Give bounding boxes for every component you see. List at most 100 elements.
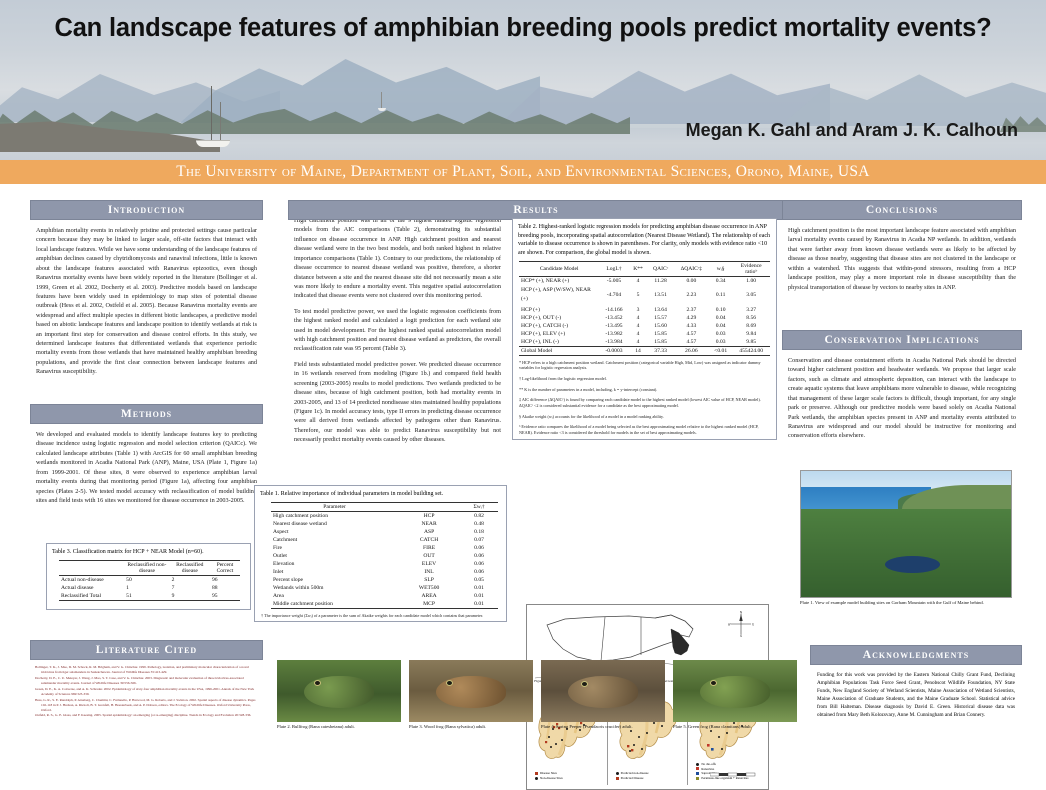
cell: HCP (+), OUT (-)	[521, 314, 562, 321]
cell: -13.495	[605, 322, 623, 329]
table-3: Reclassified non-disease Reclassified di…	[59, 559, 240, 601]
breeding-pond	[885, 556, 940, 573]
table-row: Inlet INL 0.06	[271, 568, 498, 576]
cell: 9.84	[746, 330, 757, 337]
cell: ASP	[423, 528, 435, 535]
cell: MCP	[398, 599, 461, 609]
table-1-col-0: Parameter	[271, 501, 399, 512]
svg-text:S: S	[740, 634, 743, 637]
cell: 4.29	[686, 314, 697, 321]
table-row: High catchment position HCP 0.82	[271, 511, 498, 520]
forest-canopy	[801, 509, 1011, 597]
table-row: Area AREA 0.01	[271, 592, 498, 600]
plate-5-photo	[673, 660, 797, 722]
results-paragraph-1: High catchment position was in all of th…	[294, 217, 501, 300]
conclusions-block: Conclusions High catchment position is t…	[782, 200, 1022, 296]
cell: Elevation	[273, 560, 295, 567]
table-1-panel: Table 1. Relative importance of individu…	[254, 485, 507, 623]
table-2: Candidate Model LogL† K** QAICᶜ ΔQAICᶜ‡ …	[519, 260, 770, 356]
cell: 8.69	[746, 322, 757, 329]
legend-entry: Non-disease Sites	[535, 776, 563, 781]
cell: -4.704	[606, 292, 622, 299]
cell: 95	[209, 591, 240, 601]
cell: 3.05	[746, 292, 757, 299]
cell: Fire	[273, 544, 283, 551]
cell: -14.166	[605, 306, 623, 313]
table-row: Wetlands within 500m WET500 0.01	[271, 584, 498, 592]
cell: -13.452	[605, 314, 623, 321]
scale-bar	[710, 772, 756, 777]
conservation-block: Conservation Implications Conservation a…	[782, 330, 1022, 445]
legend-swatch	[696, 772, 700, 776]
cell: HCP (+), INL (-)	[521, 338, 559, 345]
cell: 37.33	[647, 345, 674, 356]
affiliation-text: The University of Maine, Department of P…	[176, 163, 870, 180]
cell: AREA	[421, 592, 437, 599]
table-row: Fire FIRE 0.06	[271, 544, 498, 552]
cell: 0.04	[715, 314, 726, 321]
cell: 15.85	[654, 330, 667, 337]
sky	[801, 471, 1011, 489]
cell: High catchment position	[273, 512, 328, 519]
cell: 7	[171, 584, 175, 591]
cell: Nearest disease wetland	[273, 520, 327, 527]
methods-block: Methods We developed and evaluated model…	[30, 404, 263, 509]
frog-eye	[580, 681, 588, 688]
cell: 4	[636, 330, 640, 337]
cell: 0.04	[715, 322, 726, 329]
acknowledgments-body: Funding for this work was provided by th…	[817, 672, 1015, 719]
cell: 0.48	[474, 520, 484, 527]
cell: 2.37	[686, 306, 697, 313]
cell: 0.06	[474, 568, 484, 575]
cell: 0.18	[474, 528, 484, 535]
table-1-col-2: Σwᵢ†	[460, 501, 498, 512]
introduction-body: Amphibian mortality events in relatively…	[36, 227, 257, 376]
cell: 15.57	[654, 314, 667, 321]
cell: 4	[636, 322, 640, 329]
reference-item: Docherty, D. E., C. U. Meteyer, J. Wang,…	[35, 675, 244, 685]
distant-sailboat-hull	[378, 108, 386, 111]
cell: 0.05	[474, 576, 484, 583]
reference-item: Hess, G. R., S. E. Randolph, P. Arneberg…	[35, 697, 256, 712]
cell: 0.07	[474, 536, 484, 543]
cell: 51	[124, 591, 170, 601]
table-1-col-1	[398, 501, 461, 512]
cell: HCP (+), CATCH (-)	[521, 322, 569, 329]
cell: 0.01	[460, 599, 498, 609]
table-2-col-1: LogL†	[599, 260, 629, 277]
cell: 15.60	[654, 322, 667, 329]
cell: 50	[126, 576, 132, 583]
table-2-note-4: ‡ AIC difference (ΔQAICᶜ) is found by co…	[519, 397, 761, 409]
table-row: HCP (+), CATCH (-) -13.495 4 15.60 4.33 0.04 8…	[519, 322, 770, 330]
reference-item: Ostfeld, R. S., G. E. Glass, and F. Kees…	[35, 713, 252, 718]
conclusions-body: High catchment position is the most impo…	[788, 227, 1016, 291]
table-3-col-3: Percent Correct	[209, 559, 240, 576]
table-3-title: Table 3. Classification matrix for HCP +…	[52, 549, 204, 555]
plate-2-photo	[277, 660, 401, 722]
cell: HCP (+), ELEV (+)	[521, 330, 566, 337]
section-header-methods: Methods	[30, 404, 263, 424]
legend-swatch	[696, 776, 700, 780]
cell: NEAR	[421, 520, 437, 527]
cell: OUT	[423, 552, 435, 559]
plate-4-block: Plate 4. Spring Peeper (Pseudacris cruci…	[541, 660, 665, 729]
affiliation-bar: The University of Maine, Department of P…	[0, 160, 1046, 184]
table-row: Nearest disease wetland NEAR 0.48	[271, 520, 498, 528]
cell: 2	[171, 576, 175, 583]
table-1-title: Table 1. Relative importance of individu…	[260, 491, 444, 497]
table-1-note: † The importance weight (Σwᵢ) of a param…	[261, 612, 484, 618]
table-row: Outlet OUT 0.06	[271, 552, 498, 560]
table-2-note-2: † Log-likelihood from the logistic regre…	[519, 376, 607, 382]
cell: Aspect	[273, 528, 289, 535]
cell: 3	[636, 306, 640, 313]
cell: 15.85	[654, 338, 667, 345]
column-left: Introduction Amphibian mortality events …	[30, 200, 263, 381]
table-2-col-4: ΔQAICᶜ‡	[673, 260, 709, 277]
cell: Actual non-disease	[61, 576, 104, 583]
table-2-col-6: Evidence ratioᵇ	[732, 260, 770, 277]
table-1: Parameter Σwᵢ† High catchment position HC…	[271, 501, 498, 609]
table-2-note-5: § Akaike weight (wᵢ) accounts for the li…	[519, 413, 664, 419]
cell: 0.06	[474, 544, 484, 551]
cell: ELEV	[421, 560, 437, 567]
frog-eye	[446, 679, 454, 686]
